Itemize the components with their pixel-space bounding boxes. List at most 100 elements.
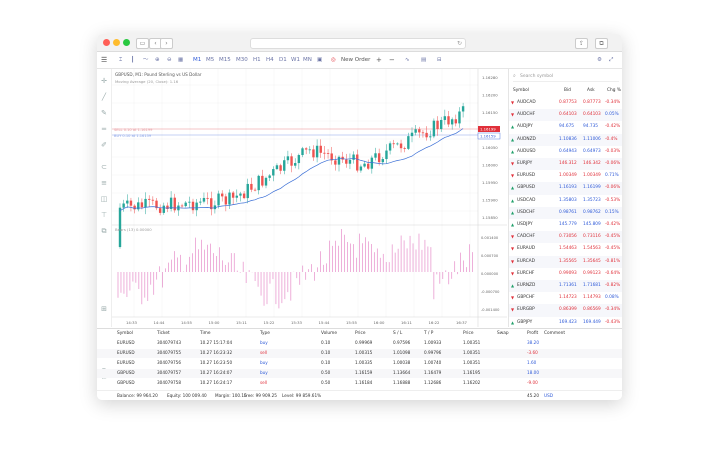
timeframe-m30[interactable]: M30 <box>236 57 248 63</box>
position-row[interactable]: EURUSD 304079756 10.27 16:23:50 buy 0.10 1.00… <box>97 359 622 368</box>
reload-icon[interactable]: ↻ <box>456 40 462 47</box>
bar-chart-icon[interactable]: ⌶ <box>119 57 123 63</box>
arrow-up-icon: ▲ <box>511 197 515 203</box>
terminal-col-header[interactable]: Symbol <box>117 331 134 336</box>
fullscreen-icon[interactable]: ⤢ <box>609 57 614 63</box>
candle-body <box>381 159 384 163</box>
pen-icon[interactable]: ✐ <box>101 141 107 149</box>
col-bid[interactable]: Bid <box>564 88 571 93</box>
grid-icon[interactable]: ▦ <box>178 57 184 63</box>
layers-icon[interactable]: ⧉ <box>101 227 107 235</box>
terminal-col-header[interactable]: S / L <box>393 331 403 336</box>
watchlist-row[interactable]: ▲ USDCAD 1.35803 1.35723 -0.53% <box>509 195 622 207</box>
watchlist-row[interactable]: ▼ EURCHF 0.99093 0.99123 -0.64% <box>509 268 622 280</box>
terminal-col-header[interactable]: Profit <box>527 331 539 336</box>
position-row[interactable]: GBPUSD 304079758 10.27 16:24:17 sell 0.50 1.1… <box>97 379 622 388</box>
maximize-window-button[interactable] <box>123 39 130 46</box>
line-chart-icon[interactable]: 〜 <box>143 57 149 63</box>
indicators-icon[interactable]: ∿ <box>405 57 410 63</box>
col-symbol[interactable]: Symbol <box>513 88 530 93</box>
objects-icon[interactable]: ▤ <box>421 57 427 63</box>
trade-panel-icon[interactable]: ⊞ <box>101 305 107 313</box>
watchlist-row[interactable]: ▼ CADCHF 0.73056 0.73116 -0.45% <box>509 231 622 244</box>
add-icon[interactable]: + <box>376 56 382 64</box>
watchlist-row[interactable]: ▼ GBPCHF 1.14723 1.14793 0.08% <box>509 292 622 304</box>
candle-body <box>348 159 352 164</box>
watchlist-row[interactable]: ▲ GBPJPY 169.423 169.449 -0.43% <box>509 317 622 329</box>
watchlist-row[interactable]: ▼ AUDCHF 0.64103 0.64103 0.05% <box>509 109 622 122</box>
terminal-col-header[interactable]: Type <box>260 331 270 336</box>
timeframe-h4[interactable]: H4 <box>266 57 274 63</box>
watchlist-row[interactable]: ▲ USDJPY 145.779 145.809 -0.42% <box>509 219 622 231</box>
search-input[interactable]: Search symbol <box>520 74 554 79</box>
watchlist-row[interactable]: ▲ AUDUSD 0.64943 0.64973 -0.03% <box>509 146 622 158</box>
settings-icon[interactable]: ⚙ <box>597 57 602 63</box>
terminal-col-header[interactable]: Swap <box>497 331 509 336</box>
channel-icon[interactable]: ⊂ <box>101 163 107 171</box>
symbol-search[interactable]: ⌕ Search symbol <box>513 72 619 82</box>
zoom-in-icon[interactable]: ⊕ <box>155 57 160 63</box>
zoom-out-icon[interactable]: ⊖ <box>167 57 172 63</box>
timeframe-h1[interactable]: H1 <box>253 57 261 63</box>
tabs-icon[interactable]: ⧉ <box>595 38 608 49</box>
timeframe-m1[interactable]: M1 <box>193 57 202 63</box>
terminal-col-header[interactable]: Volume <box>321 331 337 336</box>
terminal-col-header[interactable]: Time <box>200 331 211 336</box>
watchlist-row[interactable]: ▲ AUDJPY 94.675 94.735 -0.42% <box>509 121 622 133</box>
new-order-button[interactable]: New Order <box>341 57 371 63</box>
watchlist-row[interactable]: ▼ EURCAD 1.35565 1.35645 -0.81% <box>509 255 622 268</box>
watchlist-row[interactable]: ▲ GBPUSD 1.16193 1.16199 -0.06% <box>509 182 622 195</box>
watchlist-row[interactable]: ▼ EURAUD 1.54463 1.54563 -0.45% <box>509 243 622 255</box>
terminal-col-header[interactable]: Price <box>355 331 366 336</box>
watchlist-row[interactable]: ▼ EURGBP 0.86399 0.86569 -0.34% <box>509 304 622 317</box>
timeframe-w1[interactable]: W1 <box>291 57 300 63</box>
close-window-button[interactable] <box>103 39 110 46</box>
terminal-col-header[interactable]: Price <box>463 331 474 336</box>
candles-icon[interactable]: ┃ <box>131 57 135 63</box>
hline-icon[interactable]: ═ <box>101 125 107 133</box>
new-order-icon[interactable]: ◎ <box>331 57 336 63</box>
address-bar[interactable]: ↻ <box>250 38 466 49</box>
watch-ask: 1.11006 <box>583 136 601 142</box>
sidebar-toggle-icon[interactable]: ▭ <box>136 38 149 49</box>
watchlist-row[interactable]: ▲ USDCHF 0.98761 0.98762 0.15% <box>509 206 622 219</box>
watchlist-row[interactable]: ▼ EURUSD 1.00349 1.00349 0.71% <box>509 170 622 182</box>
chart-panel[interactable]: SELL 0.10 at 1.16199 BUY 0.10 at 1.16159… <box>112 69 507 327</box>
col-chg[interactable]: Chg % <box>607 88 621 93</box>
position-row[interactable]: GBPUSD 304079757 10.27 16:24:07 buy 0.50 1.16… <box>97 369 622 378</box>
position-row[interactable]: EURUSD 304079755 10.27 16:23:32 sell 0.10 1.0… <box>97 349 622 358</box>
fibonacci-icon[interactable]: ≡ <box>101 179 107 187</box>
watchlist-row[interactable]: ▼ AUDCAD 0.87753 0.87773 -0.34% <box>509 97 622 109</box>
timeframe-m15[interactable]: M15 <box>219 57 231 63</box>
share-icon[interactable]: ⇪ <box>575 38 588 49</box>
watchlist-row[interactable]: ▲ EURNZD 1.71361 1.71681 -0.82% <box>509 280 622 293</box>
trade-icon[interactable]: ▣ <box>317 57 323 63</box>
shapes-icon[interactable]: ◫ <box>100 195 108 203</box>
history-icon[interactable]: ⊟ <box>437 57 442 63</box>
candle-body <box>356 154 359 171</box>
timeframe-m5[interactable]: M5 <box>206 57 215 63</box>
terminal-col-header[interactable]: Ticket <box>157 331 170 336</box>
text-tool-icon[interactable]: ⊤ <box>100 211 108 219</box>
timeframe-d1[interactable]: D1 <box>279 57 287 63</box>
osc-tick-label: -0.001400 <box>481 308 500 312</box>
terminal-col-header[interactable]: Comment <box>544 331 566 336</box>
position-symbol: EURUSD <box>117 340 135 345</box>
watchlist-row[interactable]: ▲ AUDNZD 1.10836 1.11006 -0.4% <box>509 133 622 146</box>
forward-icon[interactable]: › <box>160 38 173 49</box>
terminal-col-header[interactable]: T / P <box>424 331 434 336</box>
trendline-icon[interactable]: ╱ <box>101 93 107 101</box>
timeframe-mn[interactable]: MN <box>303 57 312 63</box>
crosshair-icon[interactable]: ✛ <box>101 77 107 85</box>
watch-chg: -0.06% <box>605 161 621 166</box>
price-chart[interactable]: SELL 0.10 at 1.16199 BUY 0.10 at 1.16159… <box>112 69 507 327</box>
minimize-window-button[interactable] <box>113 39 120 46</box>
watchlist-row[interactable]: ▼ EURJPY 146.312 146.342 -0.06% <box>509 158 622 171</box>
pencil-icon[interactable]: ✎ <box>101 109 107 117</box>
menu-icon[interactable]: ☰ <box>101 56 108 64</box>
position-row[interactable]: EURUSD 304079743 10.27 15:17:04 buy 0.10 0.99… <box>97 339 622 348</box>
position-price: 1.16184 <box>355 380 373 385</box>
col-ask[interactable]: Ask <box>587 88 595 93</box>
remove-icon[interactable]: − <box>389 56 395 64</box>
